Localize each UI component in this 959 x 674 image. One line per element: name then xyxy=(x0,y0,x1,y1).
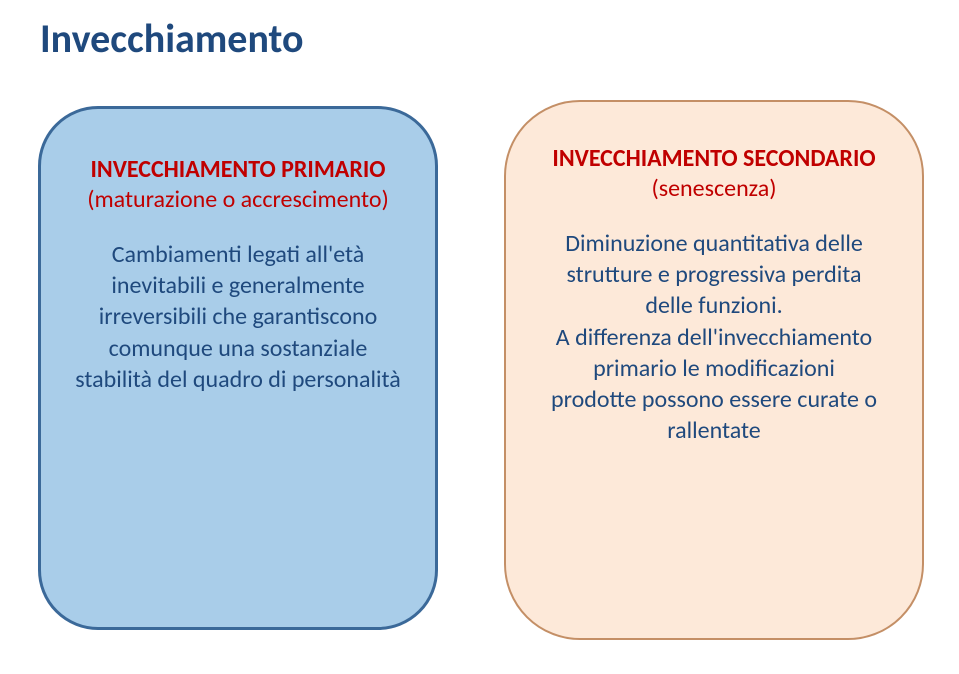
panel-secondary-aging: INVECCHIAMENTO SECONDARIO (senescenza) D… xyxy=(504,100,924,640)
page-title: Invecchiamento xyxy=(40,14,304,63)
panel-right-subheading: (senescenza) xyxy=(651,174,776,204)
panel-left-heading: INVECCHIAMENTO PRIMARIO xyxy=(91,155,386,185)
panel-right-body: Diminuzione quantitativa delle strutture… xyxy=(548,228,880,446)
panel-primary-aging: INVECCHIAMENTO PRIMARIO (maturazione o a… xyxy=(38,106,438,630)
panel-left-subheading: (maturazione o accrescimento) xyxy=(87,185,389,215)
panel-right-heading: INVECCHIAMENTO SECONDARIO xyxy=(552,144,875,174)
panel-left-body: Cambiamenti legati all'età inevitabili e… xyxy=(75,239,401,395)
